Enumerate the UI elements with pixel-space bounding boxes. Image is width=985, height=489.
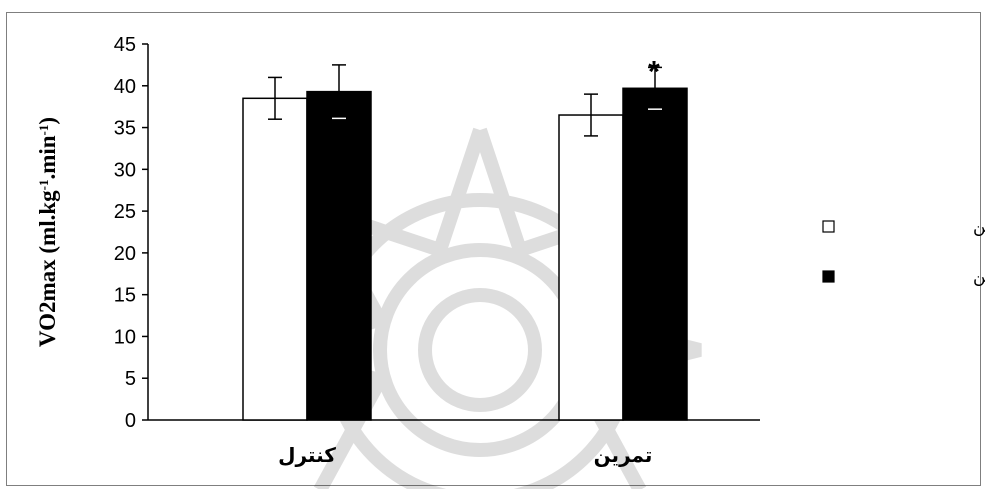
- y-tick-label: 35: [114, 118, 136, 140]
- chart-frame: [6, 12, 981, 486]
- y-tick-label: 30: [114, 159, 136, 181]
- legend-label: بعد از تمرین: [973, 267, 985, 287]
- x-category-label: تمرین: [594, 443, 653, 467]
- legend-label: قبل از تمرین: [973, 217, 985, 237]
- bar-after-1: [622, 87, 688, 421]
- bar-before-1: [558, 114, 624, 421]
- bar-after-0: [306, 90, 372, 421]
- legend-swatch: [822, 220, 835, 233]
- significance-asterisk: *: [648, 55, 660, 88]
- legend: قبل از تمرین بعد از تمرین: [822, 217, 985, 287]
- y-tick-label: 5: [125, 368, 136, 390]
- y-tick-label: 40: [114, 76, 136, 98]
- legend-swatch: [822, 270, 835, 283]
- bar-before-0: [242, 97, 308, 421]
- y-tick-label: 20: [114, 243, 136, 265]
- y-axis-title: VO2max (ml.kg-1.min-1): [35, 117, 60, 347]
- y-tick-label: 25: [114, 201, 136, 223]
- x-category-label: کنترل: [278, 443, 336, 467]
- y-tick-label: 10: [114, 326, 136, 348]
- y-tick-label: 15: [114, 285, 136, 307]
- y-tick-label: 45: [114, 34, 136, 56]
- y-tick-label: 0: [125, 410, 136, 432]
- bars-group: [242, 64, 688, 421]
- labels-group: VO2max (ml.kg-1.min-1) کنترل تمرین *: [35, 55, 660, 467]
